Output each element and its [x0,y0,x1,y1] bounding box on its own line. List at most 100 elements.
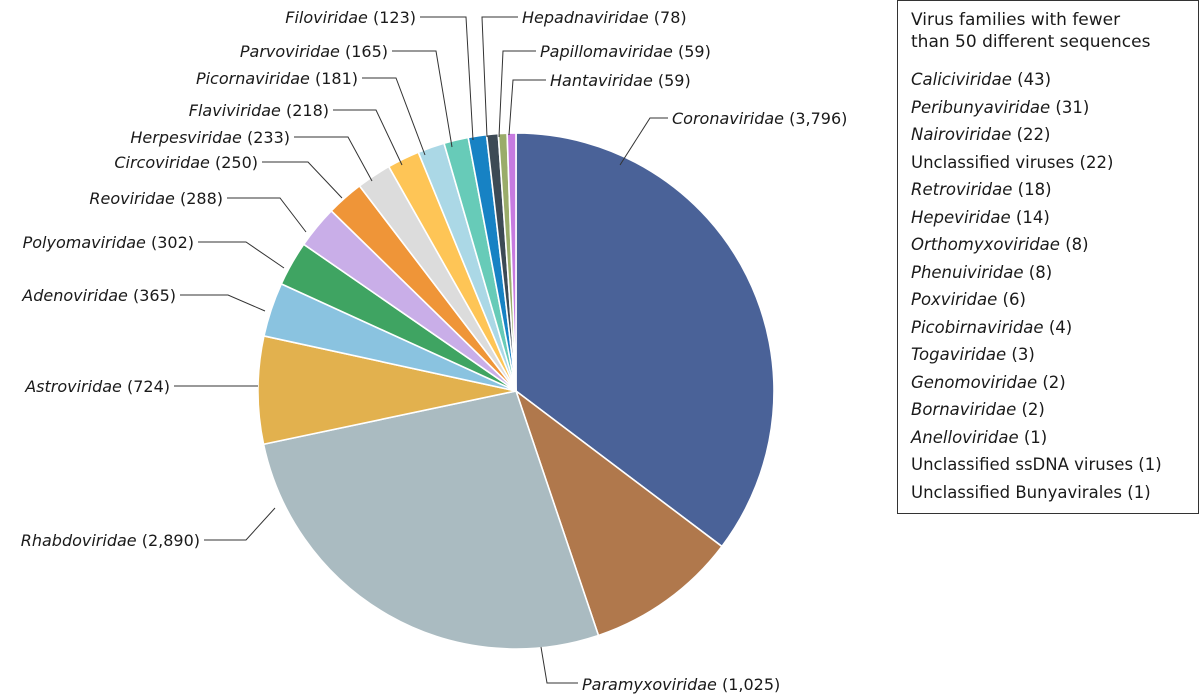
slice-label-hepadnaviridae: Hepadnaviridae (78) [522,8,687,27]
slice-label-name: Parvoviridae [240,42,340,61]
slice-label-flaviviridae: Flaviviridae (218) [189,101,329,120]
leader-line-circoviridae [262,161,343,199]
legend-item: Unclassified Bunyavirales (1) [911,479,1186,507]
slice-hantaviridae [506,132,517,392]
legend-item: Togaviridae (3) [911,341,1186,369]
legend-item-count: (22) [1011,125,1051,144]
leader-line-adenoviridae [180,294,266,312]
legend-item-count: (1) [1133,455,1162,474]
legend-item-name: Caliciviridae [911,70,1012,89]
slice-label-value: (59) [653,71,691,90]
legend-item: Picobirnaviridae (4) [911,314,1186,342]
slice-label-circoviridae: Circoviridae (250) [114,153,258,172]
legend-item: Unclassified viruses (22) [911,149,1186,177]
slice-label-value: (233) [242,128,290,147]
slice-label-name: Coronaviridae [672,109,784,128]
legend-item-name: Poxviridae [911,290,998,309]
slice-label-name: Astroviridae [24,377,122,396]
slice-label-rhabdoviridae: Rhabdoviridae (2,890) [21,531,200,550]
legend-item: Hepeviridae (14) [911,204,1186,232]
slice-label-name: Circoviridae [114,153,210,172]
slice-label-name: Polyomaviridae [23,233,146,252]
slice-label-name: Picornaviridae [196,69,310,88]
slice-label-value: (165) [340,42,388,61]
slice-label-name: Flaviviridae [189,101,281,120]
legend-item: Genomoviridae (2) [911,369,1186,397]
slice-label-name: Reoviridae [89,189,175,208]
slice-label-picornaviridae: Picornaviridae (181) [196,69,358,88]
legend-item-count: (43) [1011,70,1052,89]
legend-item: Peribunyaviridae (31) [911,94,1186,122]
slice-label-name: Hantaviridae [550,71,653,90]
slice-label-value: (288) [175,189,223,208]
legend-item: Poxviridae (6) [911,286,1186,314]
slice-label-herpesviridae: Herpesviridae (233) [130,128,290,147]
legend-item-count: (31) [1050,97,1090,117]
legend-item-count: (1) [1018,427,1048,447]
slice-label-name: Herpesviridae [130,128,242,147]
slice-label-parvoviridae: Parvoviridae (165) [240,42,388,61]
slice-label-name: Hepadnaviridae [522,8,649,27]
legend-item-name: Retroviridae [911,180,1013,199]
small-families-legend: Virus families with fewer than 50 differ… [897,0,1199,514]
legend-list: Caliciviridae (43) Peribunyaviridae (31) N… [911,66,1186,506]
legend-item: Unclassified ssDNA viruses (1) [911,451,1186,479]
label-leader-lines [174,16,668,684]
legend-item-count: (8) [1059,235,1089,254]
legend-item-name: Bornaviridae [911,400,1017,419]
legend-item-count: (1) [1122,482,1151,502]
slice-label-value: (78) [649,8,687,27]
leader-line-reoviridae [227,197,307,233]
slice-label-polyomaviridae: Polyomaviridae (302) [23,233,194,252]
leader-line-picornaviridae [362,77,426,156]
pie-slices [257,132,775,650]
legend-title: Virus families with fewer than 50 differ… [911,10,1151,52]
legend-item-name: Phenuiviridae [911,262,1024,282]
legend-item-count: (2) [1016,400,1045,419]
legend-item: Bornaviridae (2) [911,396,1186,424]
legend-item-count: (2) [1037,372,1066,392]
slice-label-papillomaviridae: Papillomaviridae (59) [540,42,711,61]
legend-item-count: (4) [1043,317,1073,337]
slice-label-name: Paramyxoviridae [582,675,717,694]
leader-line-parvoviridae [392,50,453,148]
legend-item: Nairoviridae (22) [911,121,1186,149]
legend-item: Anelloviridae (1) [911,424,1186,452]
slice-astroviridae [257,335,517,446]
slice-label-name: Rhabdoviridae [21,531,137,550]
slice-label-value: (2,890) [137,531,200,550]
legend-item-count: (8) [1023,262,1053,282]
legend-item-name: Picobirnaviridae [911,317,1044,337]
slice-label-coronaviridae: Coronaviridae (3,796) [672,109,847,128]
slice-label-value: (365) [128,286,176,305]
slice-rhabdoviridae [262,390,600,650]
slice-coronaviridae [515,132,775,548]
leader-line-rhabdoviridae [204,507,276,541]
slice-label-value: (1,025) [717,675,780,694]
slice-label-adenoviridae: Adenoviridae (365) [21,286,176,305]
slice-label-hantaviridae: Hantaviridae (59) [550,71,691,90]
slice-label-value: (123) [368,8,416,27]
legend-item-name: Nairoviridae [911,125,1012,144]
leader-line-paramyxoviridae [540,646,578,684]
slice-label-value: (3,796) [784,109,847,128]
legend-item-name: Peribunyaviridae [911,97,1051,117]
slice-label-value: (59) [673,42,711,61]
leader-line-hantaviridae [508,79,546,136]
legend-item-name: Togaviridae [911,345,1007,364]
slice-label-reoviridae: Reoviridae (288) [89,189,223,208]
slice-label-value: (218) [281,101,329,120]
slice-label-value: (250) [210,153,258,172]
legend-item-name: Unclassified Bunyavirales [911,482,1123,502]
legend-item-count: (6) [997,290,1026,309]
leader-line-hepadnaviridae [481,16,518,138]
legend-item: Retroviridae (18) [911,176,1186,204]
legend-item: Orthomyxoviridae (8) [911,231,1186,259]
slice-label-astroviridae: Astroviridae (724) [24,377,170,396]
legend-item: Phenuiviridae (8) [911,259,1186,287]
legend-item-count: (3) [1006,345,1035,364]
slice-labels: Coronaviridae (3,796) Paramyxoviridae (1,… [21,8,848,694]
slice-label-name: Adenoviridae [21,286,128,305]
slice-label-name: Papillomaviridae [540,42,673,61]
